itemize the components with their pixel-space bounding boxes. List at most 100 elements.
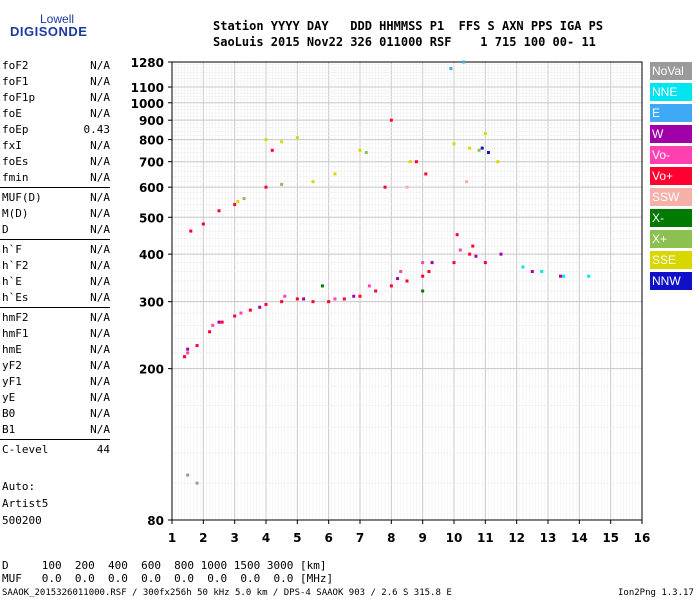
param-name: foF2: [2, 59, 29, 72]
param-row: h`F N/A: [2, 242, 110, 257]
param-value: N/A: [90, 311, 110, 324]
data-point-vo-: [389, 284, 393, 288]
data-point-ssw: [405, 185, 409, 189]
param-value: N/A: [90, 59, 110, 72]
x-tick-label: 1: [168, 531, 176, 545]
legend-item-vo-: Vo-: [650, 146, 692, 164]
legend-item-noval: NoVal: [650, 62, 692, 80]
param-value: N/A: [90, 423, 110, 436]
data-point-vo-: [358, 294, 362, 298]
param-name: M(D): [2, 207, 29, 220]
param-row: foF2 N/A: [2, 58, 110, 73]
data-point-vo-: [421, 261, 425, 265]
data-point-noval: [195, 481, 199, 485]
param-name: B1: [2, 423, 16, 436]
data-point-sse: [236, 200, 240, 204]
data-point-vo-: [189, 229, 193, 233]
param-name: B0: [2, 407, 16, 420]
data-point-vo-: [295, 297, 299, 301]
data-point-vo-: [399, 270, 403, 274]
data-point-noval: [186, 473, 190, 477]
x-tick-label: 7: [356, 531, 364, 545]
auto-label: Auto:: [2, 480, 36, 493]
x-tick-label: 8: [387, 531, 395, 545]
param-row: C-level 44: [2, 442, 110, 457]
legend-item-nne: NNE: [650, 83, 692, 101]
param-value: N/A: [90, 327, 110, 340]
x-tick-label: 12: [508, 531, 525, 545]
param-row: foEs N/A: [2, 154, 110, 169]
data-point-w: [474, 254, 478, 258]
x-tick-label: 9: [418, 531, 426, 545]
data-point-vo-: [424, 172, 428, 176]
y-tick-label: 300: [139, 296, 164, 310]
data-point-sse: [483, 132, 487, 136]
data-point-nnw: [480, 146, 484, 150]
logo-lowell: Lowell: [40, 12, 75, 26]
param-separator: [0, 307, 110, 308]
param-value: N/A: [90, 243, 110, 256]
param-row: h`E N/A: [2, 274, 110, 289]
param-name: foEs: [2, 155, 29, 168]
data-point-x-: [421, 289, 425, 293]
x-tick-label: 2: [199, 531, 207, 545]
plot-border: [171, 61, 643, 521]
data-point-vo-: [264, 302, 268, 306]
param-name: fmin: [2, 171, 29, 184]
param-row: yF2 N/A: [2, 358, 110, 373]
legend-item-e: E: [650, 104, 692, 122]
param-name: foE: [2, 107, 22, 120]
param-name: h`F2: [2, 259, 29, 272]
param-row: MUF(D) N/A: [2, 190, 110, 205]
y-tick-label: 200: [139, 363, 164, 377]
data-point-w: [186, 347, 190, 351]
x-tick-label: 14: [571, 531, 588, 545]
data-point-vo-: [483, 261, 487, 265]
param-separator: [0, 239, 110, 240]
param-name: hmF2: [2, 311, 29, 324]
param-value: 0.43: [83, 123, 111, 136]
data-point-vo-: [383, 185, 387, 189]
data-point-ssw: [465, 180, 469, 184]
data-point-w: [499, 252, 503, 256]
data-point-sse: [311, 180, 315, 184]
param-value: N/A: [90, 391, 110, 404]
data-point-w: [302, 297, 306, 301]
param-value: N/A: [90, 171, 110, 184]
param-value: N/A: [90, 359, 110, 372]
y-tick-label: 1280: [131, 56, 164, 70]
param-separator: [0, 439, 110, 440]
param-row: fxI N/A: [2, 138, 110, 153]
param-row: h`Es N/A: [2, 290, 110, 305]
data-point-vo-: [374, 289, 378, 293]
param-value: N/A: [90, 343, 110, 356]
param-name: C-level: [2, 443, 49, 456]
param-value: N/A: [90, 191, 110, 204]
param-row: foF1p N/A: [2, 90, 110, 105]
legend-item-ssw: SSW: [650, 188, 692, 206]
data-point-sse: [496, 160, 500, 164]
data-point-nne: [540, 270, 544, 274]
data-point-w: [530, 270, 534, 274]
data-point-sse: [408, 160, 412, 164]
logo-digisonde: DIGISONDE: [10, 24, 88, 39]
auto-artist: Artist5: [2, 497, 49, 510]
param-row: B1 N/A: [2, 422, 110, 437]
x-tick-label: 4: [262, 531, 270, 545]
data-point-nne: [562, 274, 566, 278]
data-point-x-: [242, 197, 246, 201]
x-tick-label: 15: [602, 531, 619, 545]
param-value: N/A: [90, 275, 110, 288]
data-point-vo-: [455, 233, 459, 237]
param-name: h`E: [2, 275, 22, 288]
data-point-sse: [452, 142, 456, 146]
x-tick-label: 10: [446, 531, 463, 545]
data-point-vo-: [201, 222, 205, 226]
data-point-vo-: [195, 344, 199, 348]
legend-item-sse: SSE: [650, 251, 692, 269]
param-name: foF1: [2, 75, 29, 88]
data-point-vo-: [405, 279, 409, 283]
data-point-sse: [358, 148, 362, 152]
data-point-vo-: [264, 185, 268, 189]
x-tick-label: 11: [477, 531, 494, 545]
